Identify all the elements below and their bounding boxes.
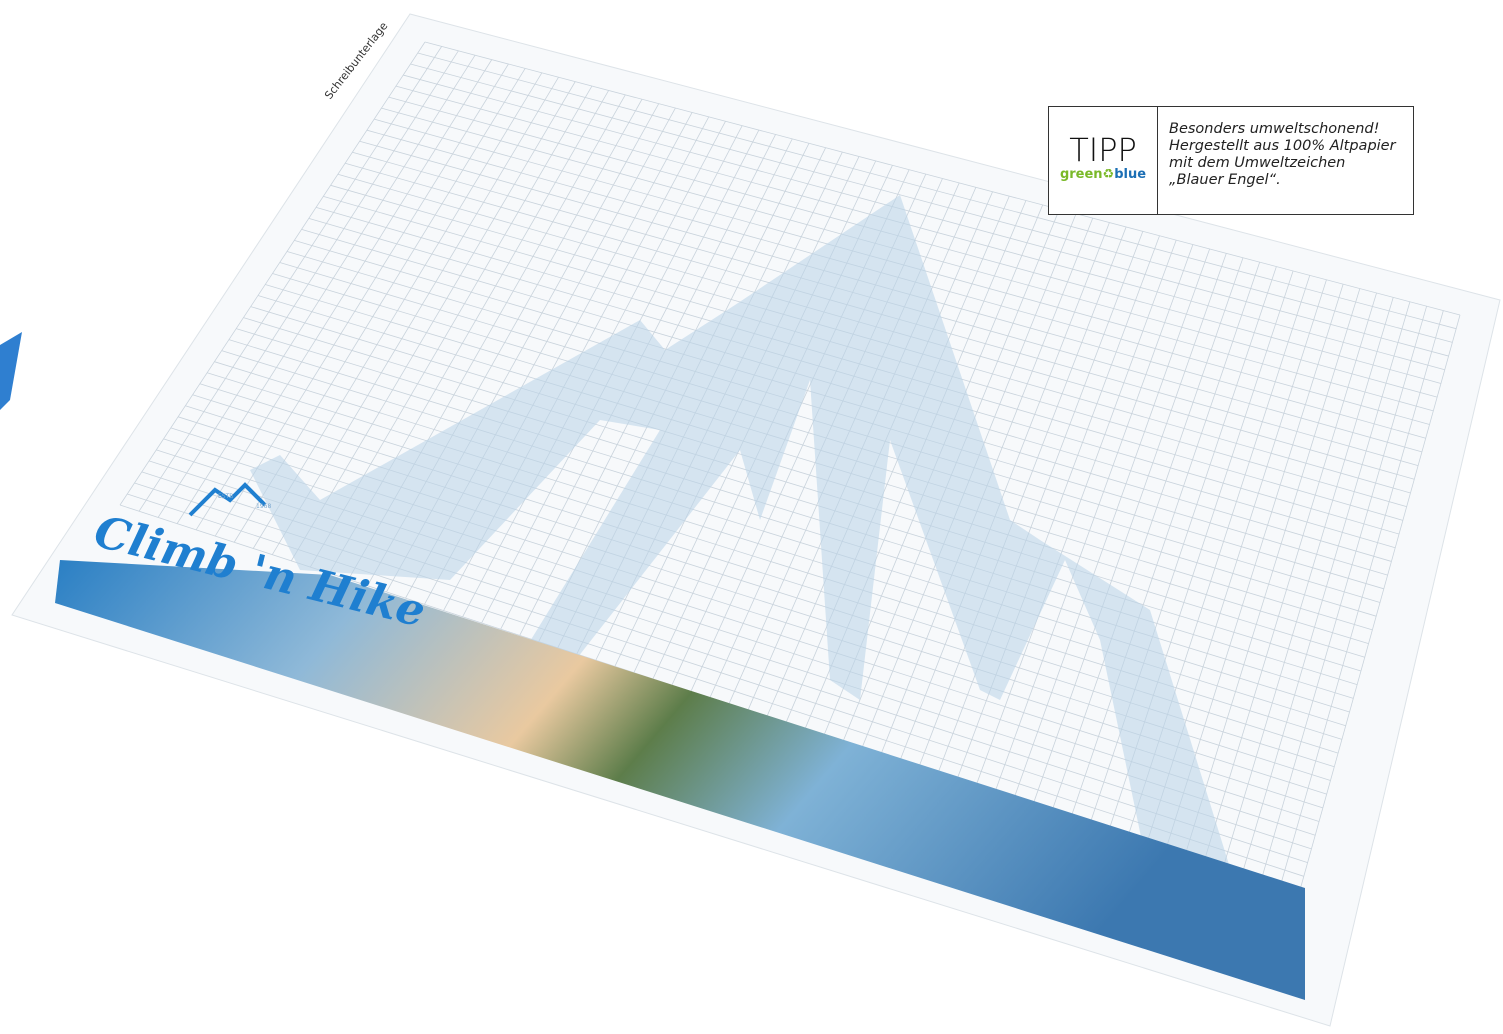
- grid: [119, 41, 1461, 891]
- tip-line: Hergestellt aus 100% Altpapier: [1169, 138, 1396, 154]
- tip-line: „Blauer Engel“.: [1169, 172, 1281, 188]
- tip-text: Besonders umweltschonend! Hergestellt au…: [1169, 121, 1396, 189]
- logo-year: 1968: [256, 503, 271, 510]
- logo-peak: [188, 482, 267, 517]
- grid-line: [221, 350, 1354, 699]
- grid-line: [228, 339, 1358, 686]
- grid-line: [424, 41, 1461, 316]
- brand-green: green: [1059, 167, 1103, 182]
- tip-box: TIPP green♻blue Besonders umweltschonend…: [1048, 106, 1414, 215]
- blue-object: [0, 332, 22, 410]
- brand-blue: blue: [1114, 167, 1147, 182]
- grid-line: [257, 295, 1373, 631]
- grid-line: [243, 317, 1365, 658]
- grid-line: [417, 52, 1457, 330]
- grid-line: [250, 306, 1369, 644]
- grid-line: [403, 74, 1449, 357]
- brand: green♻blue: [1059, 167, 1147, 182]
- grid-line: [410, 63, 1453, 343]
- tip-line: mit dem Umweltzeichen: [1169, 155, 1346, 171]
- logo-est: ESTB: [218, 493, 233, 500]
- mountain-watermark: [250, 195, 1240, 900]
- tip-title: TIPP: [1069, 131, 1137, 169]
- tip-line: Besonders umweltschonend!: [1169, 121, 1380, 137]
- grid-line: [236, 328, 1362, 672]
- grid-line: [395, 85, 1445, 371]
- landscape-band: [55, 560, 1305, 1000]
- tip-badge: TIPP green♻blue: [1049, 107, 1158, 214]
